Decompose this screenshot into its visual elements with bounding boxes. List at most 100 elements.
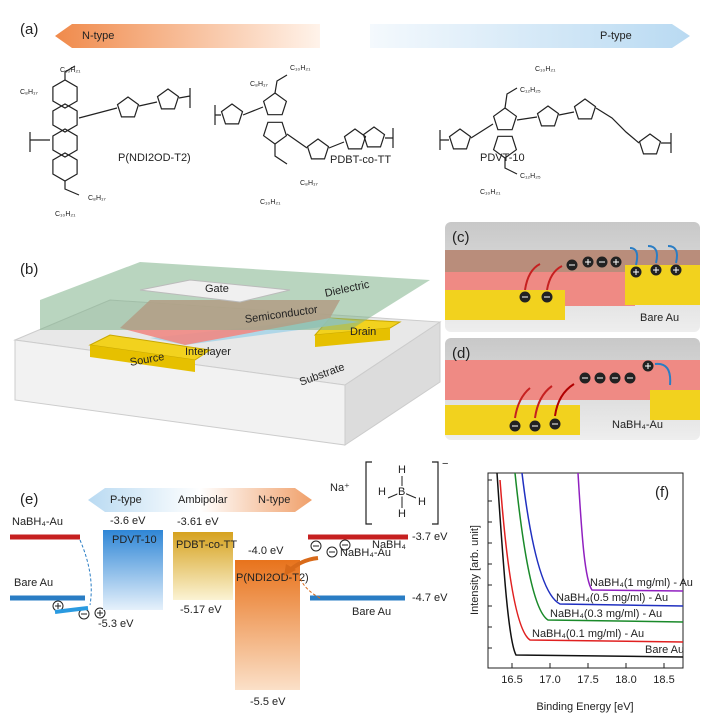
molecule-structures (29, 65, 672, 196)
ring (343, 128, 367, 150)
path (496, 472, 684, 658)
ring (262, 121, 288, 145)
shape (344, 321, 441, 446)
material-name: PDVT-10 (112, 534, 157, 546)
path (299, 577, 321, 599)
ring (262, 92, 288, 116)
path (577, 472, 684, 592)
molecule-name: P(NDI2OD-T2) (118, 152, 191, 164)
side-chain: C₁₀H₂₁ (290, 65, 311, 72)
bond (29, 88, 191, 152)
ring (156, 88, 180, 110)
arrow-label: Ambipolar (178, 494, 228, 506)
arrow-label: N-type (258, 494, 290, 506)
side-chain: C₈H₁₇ (250, 81, 268, 88)
ring (220, 103, 244, 125)
ring (116, 96, 140, 118)
curve-label: NaBH₄(0.3 mg/ml) - Au (550, 608, 662, 620)
arrow (524, 263, 541, 291)
energy-level: -3.6 eV (110, 515, 146, 527)
caption: NaBH₄-Au (612, 419, 663, 431)
electrode-label: Bare Au (14, 577, 53, 589)
atom: H (418, 496, 426, 508)
atom: H (398, 464, 406, 476)
molecule-name: PDBT-co-TT (330, 154, 391, 166)
shape (88, 488, 312, 512)
energy-level: -5.3 eV (98, 618, 134, 630)
energy-level: -3.61 eV (177, 516, 219, 528)
energy-level: -4.0 eV (248, 545, 284, 557)
shape (487, 472, 684, 669)
bond (274, 74, 288, 165)
panel-label: (e) (20, 491, 38, 508)
arrow (667, 245, 678, 264)
x-axis-label: Binding Energy [eV] (536, 701, 633, 713)
bond (214, 105, 394, 149)
bond (504, 87, 518, 175)
material-name: P(NDI2OD-T2) (236, 572, 309, 584)
energy-level: -3.7 eV (412, 531, 448, 543)
side-chain: C₁₀H₂₁ (260, 199, 281, 206)
y-axis-label: Intensity [arb. unit] (469, 525, 481, 615)
curve-label: NaBH₄(0.1 mg/ml) - Au (532, 628, 644, 640)
ring (536, 105, 560, 127)
path (365, 461, 439, 525)
shape (90, 345, 195, 372)
ring (638, 133, 662, 155)
bond (64, 65, 80, 196)
arrow (647, 245, 658, 264)
side-chain: C₈H₁₇ (300, 180, 318, 187)
layer-label: Source (129, 351, 165, 369)
caption: Bare Au (640, 312, 679, 324)
x-tick-label: 17.0 (539, 674, 560, 686)
side-chain: C₈H₁₇ (88, 195, 106, 202)
path (387, 476, 417, 508)
salt-cation: Na⁺ (330, 482, 350, 494)
arrow (534, 385, 553, 419)
ring (52, 128, 78, 158)
atom: B (398, 486, 405, 498)
side-chain: C₁₀H₂₁ (55, 211, 76, 218)
atom: H (378, 486, 386, 498)
ring (362, 126, 386, 148)
shape (650, 390, 700, 420)
shape (173, 532, 233, 600)
side-chain: C₁₀H₂₁ (535, 66, 556, 73)
arrow (629, 247, 639, 266)
ring (448, 128, 472, 150)
electrode-label: NaBH₄-Au (340, 547, 391, 559)
bond (439, 107, 672, 153)
arrow (654, 362, 672, 386)
ring (52, 79, 78, 109)
p-type-arrow (370, 24, 690, 48)
layer-label: Drain (350, 326, 376, 338)
salt-name: NaBH₄ (372, 539, 406, 551)
panel-label: (a) (20, 21, 38, 38)
panel-label: (c) (452, 229, 470, 246)
arrow (514, 387, 531, 419)
curve-label: NaBH₄(0.5 mg/ml) - Au (556, 592, 668, 604)
panel-label: (b) (20, 261, 38, 278)
shape (284, 564, 296, 576)
panel-label: (f) (655, 484, 669, 501)
energy-level: -4.7 eV (412, 592, 448, 604)
curve-label: Bare Au (645, 644, 684, 656)
x-tick-label: 18.0 (615, 674, 636, 686)
x-tick-label: 18.5 (653, 674, 674, 686)
side-chain: C₁₀H₂₁ (480, 189, 501, 196)
shape (235, 560, 300, 690)
charge: − (442, 458, 448, 470)
energy-level: -5.5 eV (250, 696, 286, 708)
panel-e: (e) P-type Ambipolar N-type Na⁺ B H H H … (10, 458, 448, 708)
panel-b: (b) Gate Dielectric Semiconductor Interl… (13, 261, 442, 446)
path (499, 479, 684, 643)
electrode-label: NaBH₄-Au (12, 516, 63, 528)
ring (573, 98, 597, 120)
path (514, 472, 684, 623)
panel-a: (a) N-type P-type P(NDI2OD-T2) PDBT-co-T… (20, 21, 690, 218)
electrode-label: Bare Au (352, 606, 391, 618)
panel-d: (d) NaBH₄-Au (445, 338, 700, 440)
arrow (554, 383, 575, 417)
shape (315, 328, 390, 347)
